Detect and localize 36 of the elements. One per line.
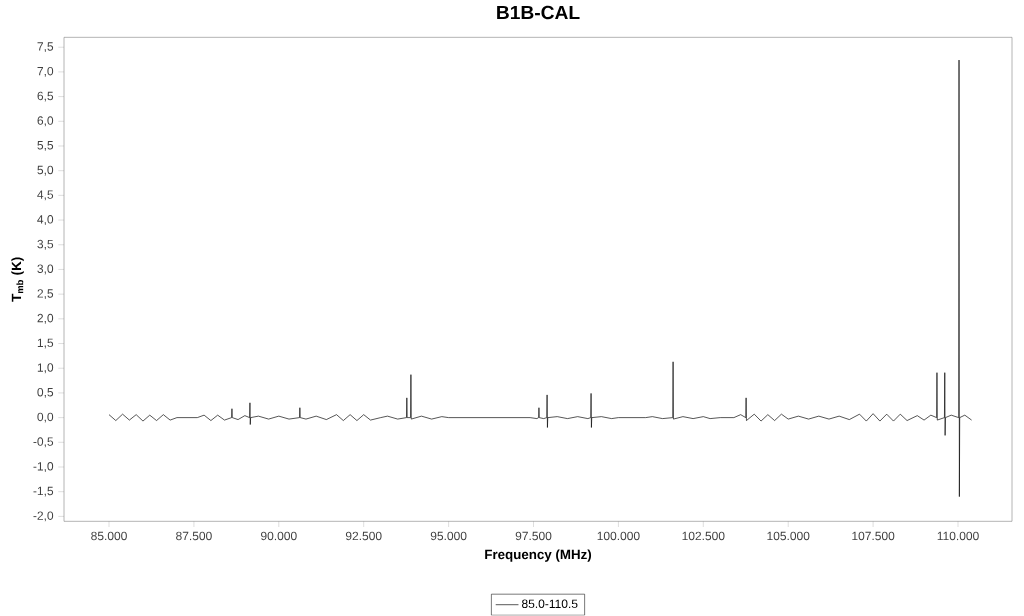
y-tick-label: 0,0 (37, 412, 54, 423)
x-axis-title: Frequency (MHz) (485, 549, 592, 563)
x-tick-label: 90.000 (261, 531, 297, 541)
y-tick-label: 5,5 (37, 141, 54, 152)
y-tick-label: 6,0 (37, 116, 54, 127)
x-tick-label: 110.000 (937, 531, 979, 541)
y-tick-label: 7,0 (37, 67, 54, 78)
y-tick-label: 1,5 (37, 338, 54, 349)
y-tick-label: -2,0 (33, 511, 54, 522)
x-tick-label: 87.500 (176, 531, 212, 541)
y-tick-label: -1,5 (33, 487, 54, 497)
line-series (108, 59, 972, 498)
y-axis-title: T$_{mb}$ (K) (11, 257, 24, 302)
y-tick-label: 0,5 (37, 388, 54, 399)
y-tick-label: 2,0 (37, 314, 54, 325)
y-tick-label: 3,0 (37, 264, 54, 275)
x-tick-label: 95.000 (430, 531, 467, 541)
x-tick-label: 100.000 (597, 531, 640, 541)
y-tick-label: -1,0 (33, 462, 54, 473)
y-tick-label: 6,5 (37, 91, 54, 102)
x-tick-label: 107.500 (852, 531, 895, 541)
y-tick-label: 5,0 (37, 165, 54, 176)
y-tick-label: -0,5 (33, 437, 54, 448)
legend-label: 85.0-110.5 (522, 599, 578, 609)
x-tick-label: 92.500 (345, 531, 382, 541)
x-tick-label: 102.500 (682, 531, 725, 541)
chart-title: B1B-CAL (497, 5, 580, 20)
y-tick-label: 3,5 (37, 240, 54, 250)
y-tick-label: 1,0 (37, 363, 54, 374)
y-tick-label: 4,5 (37, 190, 54, 201)
y-tick-label: 7,5 (37, 42, 54, 53)
x-tick-label: 97.500 (515, 531, 552, 541)
x-tick-label: 85.000 (91, 531, 127, 541)
y-tick-label: 4,0 (37, 215, 54, 226)
y-tick-label: 2,5 (37, 289, 54, 300)
x-tick-label: 105.000 (767, 531, 810, 541)
